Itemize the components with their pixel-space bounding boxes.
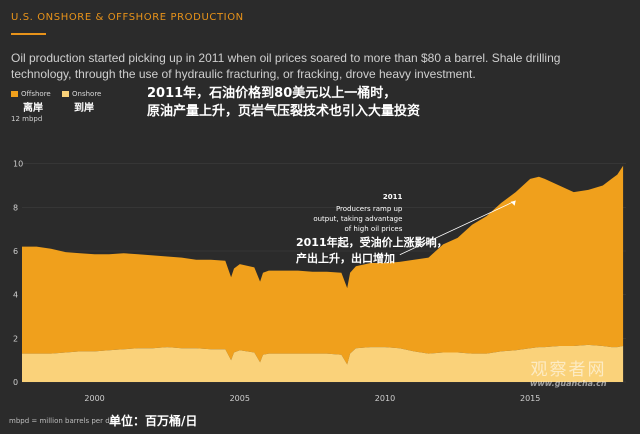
y-axis-unit-label: 12 mbpd [11,115,43,123]
chart-subtitle: Oil production started picking up in 201… [11,51,561,81]
watermark: 观察者网 www.guancha.cn [530,355,607,388]
series-onshore-area [22,344,624,382]
annotation-line-1: Producers ramp up [336,205,403,213]
zh-unit-label: 单位：百万桶/日 [109,414,198,428]
y-tick-label: 4 [13,291,18,300]
y-tick-labels: 0 2 4 6 8 10 [13,160,23,387]
legend-onshore-label: Onshore [72,90,102,98]
y-tick-label: 8 [13,203,18,212]
watermark-url: www.guancha.cn [530,379,607,388]
x-tick-label: 2005 [230,394,250,403]
zh-overlay-line-2: 原油产量上升，页岩气压裂技术也引入大量投资 [147,104,421,119]
annotation-line-2: output, taking advantage [313,215,402,223]
annotation-year: 2011 [383,193,403,201]
watermark-text: 观察者网 [530,360,607,380]
legend-onshore-swatch [62,91,69,97]
legend-offshore-label: Offshore [21,90,51,98]
x-tick-label: 2010 [375,394,395,403]
legend-onshore: Onshore 到岸 [62,90,101,114]
footnote: mbpd = million barrels per day [9,417,119,425]
legend-onshore-label-zh: 到岸 [74,103,94,114]
kicker-rule [11,33,46,35]
annotation-line-3: of high oil prices [344,225,402,233]
x-tick-label: 2015 [520,394,540,403]
legend-offshore-swatch [11,91,18,97]
zh-overlay-note: 2011年，石油价格到80美元以上一桶时， 原油产量上升，页岩气压裂技术也引入大… [147,85,420,121]
annotation-zh-line-2: 产出上升，出口增加 [296,251,395,265]
annotation-arrow [399,200,516,256]
annotation-arrowhead [510,200,516,206]
y-tick-label: 2 [13,334,18,343]
chart-annotation: 2011 Producers ramp up output, taking ad… [296,193,516,265]
legend-offshore-label-zh: 离岸 [23,103,43,114]
y-tick-label: 0 [13,378,18,387]
chart-kicker: U.S. ONSHORE & OFFSHORE PRODUCTION [11,12,244,23]
annotation-zh-line-1: 2011年起，受油价上涨影响， [296,235,448,249]
area-series [22,165,624,382]
legend-offshore: Offshore 离岸 [11,90,51,114]
x-tick-label: 2000 [84,394,104,403]
y-tick-label: 10 [13,160,23,169]
x-tick-labels: 2000 2005 2010 2015 [84,394,540,403]
y-tick-label: 6 [13,247,18,256]
series-offshore-area [22,165,624,365]
zh-overlay-line-1: 2011年，石油价格到80美元以上一桶时， [147,86,397,101]
